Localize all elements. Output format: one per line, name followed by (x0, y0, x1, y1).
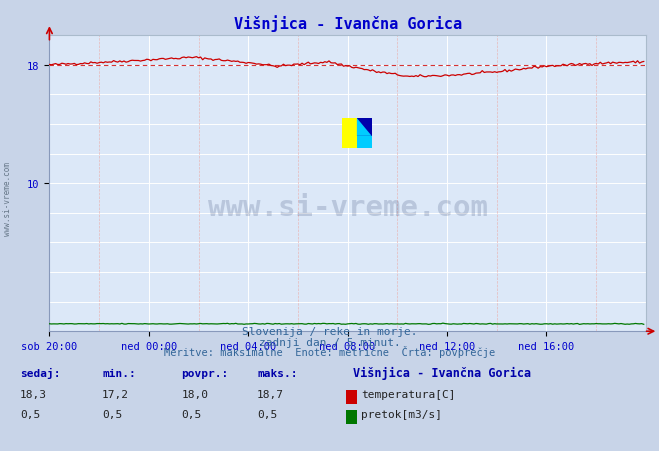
Text: 0,5: 0,5 (102, 409, 123, 419)
Text: povpr.:: povpr.: (181, 368, 229, 378)
Title: Višnjica - Ivančna Gorica: Višnjica - Ivančna Gorica (233, 15, 462, 32)
Text: sedaj:: sedaj: (20, 368, 60, 378)
Text: 0,5: 0,5 (181, 409, 202, 419)
Text: 0,5: 0,5 (257, 409, 277, 419)
Polygon shape (357, 137, 372, 148)
Text: temperatura[C]: temperatura[C] (361, 389, 455, 399)
Text: 17,2: 17,2 (102, 389, 129, 399)
Text: 0,5: 0,5 (20, 409, 40, 419)
Text: 18,7: 18,7 (257, 389, 284, 399)
Polygon shape (357, 119, 372, 137)
Text: www.si-vreme.com: www.si-vreme.com (3, 161, 13, 235)
Text: 18,0: 18,0 (181, 389, 208, 399)
Text: zadnji dan / 5 minut.: zadnji dan / 5 minut. (258, 337, 401, 347)
Text: Višnjica - Ivančna Gorica: Višnjica - Ivančna Gorica (353, 367, 530, 380)
Text: www.si-vreme.com: www.si-vreme.com (208, 193, 488, 221)
Text: pretok[m3/s]: pretok[m3/s] (361, 409, 442, 419)
Text: Meritve: maksimalne  Enote: metrične  Črta: povprečje: Meritve: maksimalne Enote: metrične Črta… (164, 345, 495, 357)
Polygon shape (357, 119, 372, 137)
Polygon shape (342, 119, 357, 148)
Text: 18,3: 18,3 (20, 389, 47, 399)
Text: Slovenija / reke in morje.: Slovenija / reke in morje. (242, 327, 417, 336)
Text: maks.:: maks.: (257, 368, 297, 378)
Text: min.:: min.: (102, 368, 136, 378)
